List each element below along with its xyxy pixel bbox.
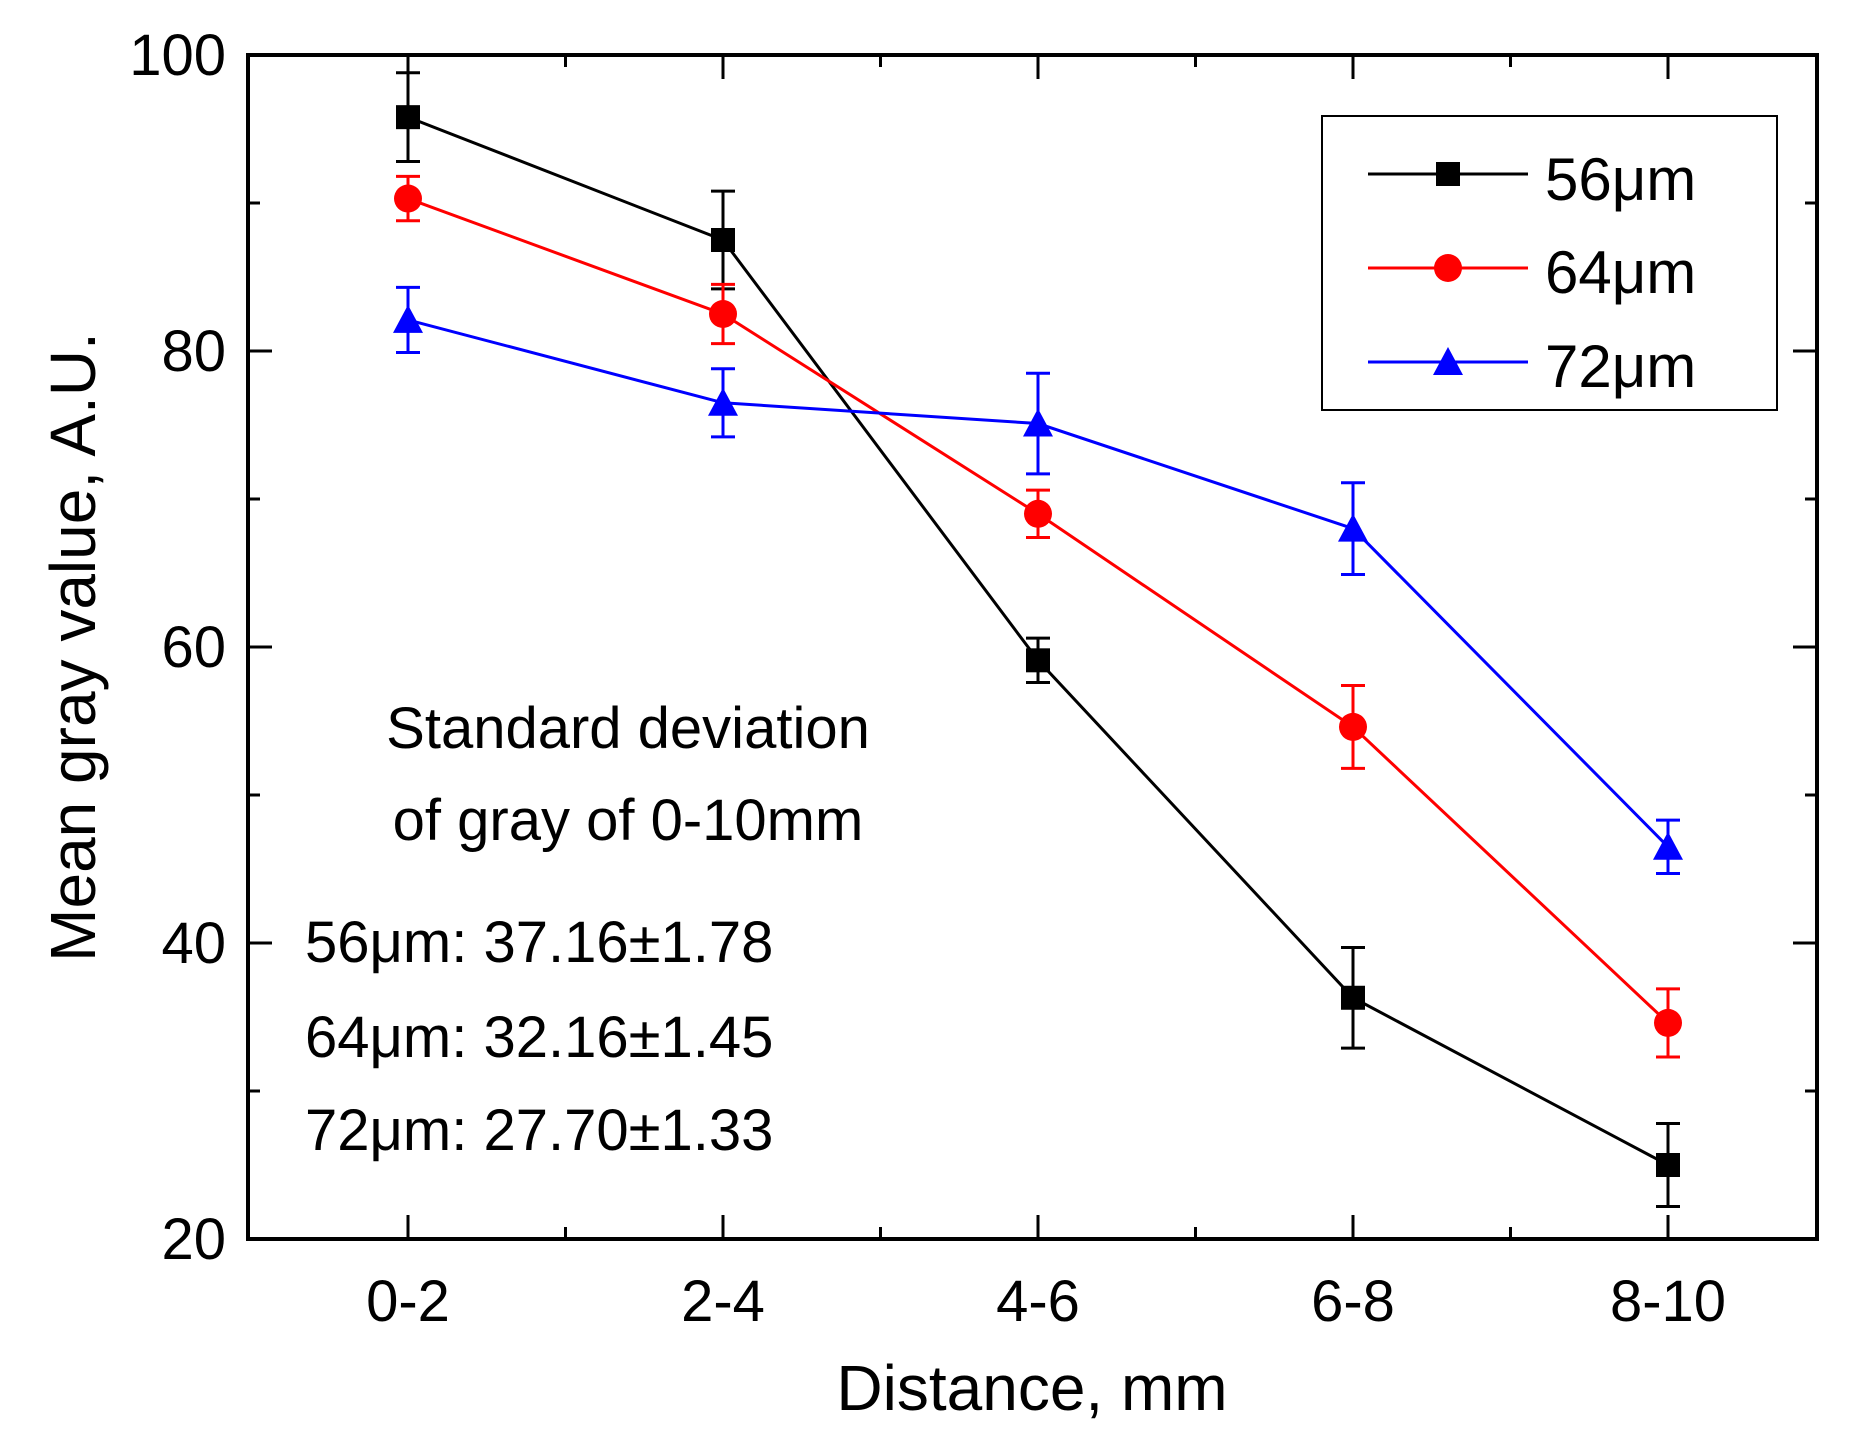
annotation-line-2: of gray of 0-10mm <box>393 788 864 853</box>
data-point <box>1654 1008 1682 1037</box>
data-point <box>1653 831 1683 860</box>
legend: 56μm 64μm 72μm <box>1321 115 1778 411</box>
x-tick-labels: 0-2 2-4 4-6 6-8 8-10 <box>366 1269 1726 1334</box>
data-point <box>1338 513 1368 542</box>
x-axis-label: Distance, mm <box>836 1352 1227 1424</box>
series-72μm <box>393 285 1683 875</box>
y-axis-label: Mean gray value, A.U. <box>37 332 109 962</box>
annotation-stat-72: 72μm: 27.70±1.33 <box>305 1098 773 1163</box>
data-point <box>393 304 423 333</box>
annotation: Standard deviation of gray of 0-10mm 56μ… <box>305 696 870 1163</box>
data-point <box>1656 1153 1680 1177</box>
annotation-stat-64: 64μm: 32.16±1.45 <box>305 1005 773 1070</box>
annotation-line-1: Standard deviation <box>386 696 870 761</box>
legend-marker-64μm <box>1434 254 1462 282</box>
data-point <box>1339 712 1367 741</box>
data-point <box>394 184 422 213</box>
data-point <box>1341 985 1365 1010</box>
data-point <box>396 105 420 130</box>
data-point <box>1024 499 1052 528</box>
legend-label-64: 64μm <box>1545 239 1696 306</box>
data-point <box>708 387 738 416</box>
x-tick-label: 0-2 <box>366 1269 450 1334</box>
y-tick-label: 60 <box>161 615 226 680</box>
series-56μm <box>396 71 1680 1208</box>
data-point <box>1023 408 1053 437</box>
y-tick-labels: 20 40 60 80 100 <box>129 23 226 1272</box>
data-point <box>711 228 735 252</box>
y-tick-label: 100 <box>129 23 226 88</box>
data-point <box>709 300 737 328</box>
legend-label-72: 72μm <box>1545 333 1696 400</box>
y-tick-label: 20 <box>161 1207 226 1272</box>
x-tick-label: 4-6 <box>996 1269 1080 1334</box>
legend-marker-56μm <box>1436 162 1460 186</box>
y-tick-label: 40 <box>161 911 226 976</box>
legend-label-56: 56μm <box>1545 146 1696 213</box>
data-point <box>1026 648 1050 673</box>
legend-marker-72μm <box>1433 347 1463 375</box>
series-64μm <box>394 174 1682 1059</box>
plot-frame <box>246 53 1819 1241</box>
y-tick-label: 80 <box>161 319 226 384</box>
annotation-stat-56: 56μm: 37.16±1.78 <box>305 910 773 975</box>
x-tick-label: 6-8 <box>1311 1269 1395 1334</box>
series-layer <box>393 71 1683 1208</box>
x-tick-label: 2-4 <box>681 1269 765 1334</box>
x-tick-label: 8-10 <box>1610 1269 1726 1334</box>
legend-items <box>1368 162 1528 375</box>
